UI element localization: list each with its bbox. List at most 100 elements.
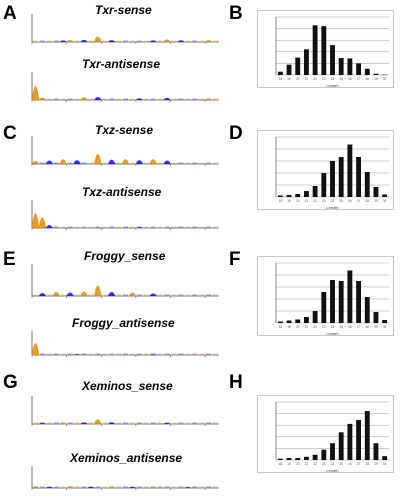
chart-bar — [347, 58, 353, 75]
chart-x-tick-label: 30 — [383, 325, 387, 329]
logo-title-txr-sense: Txr-sense — [95, 3, 152, 17]
logo-baseline-glyph — [116, 98, 122, 100]
logo-baseline-glyph — [102, 353, 108, 355]
chart-bar — [303, 317, 309, 323]
sequence-logo-froggy-antisense — [31, 331, 219, 357]
logo-baseline-glyph — [213, 422, 218, 424]
logo-baseline-glyph — [67, 98, 73, 100]
logo-peak — [93, 36, 102, 42]
logo-baseline-glyph — [53, 226, 59, 228]
logo-baseline-glyph — [178, 98, 184, 100]
logo-baseline-glyph — [123, 98, 128, 100]
logo-baseline-glyph — [192, 40, 198, 42]
logo-peak — [204, 40, 213, 42]
chart-bar — [373, 443, 379, 460]
chart-x-tick-label: 24 — [331, 462, 335, 466]
chart-bar — [312, 311, 318, 323]
chart-bar — [356, 157, 362, 197]
chart-bar — [321, 449, 327, 460]
chart-bar — [364, 172, 370, 197]
logo-peak — [80, 227, 88, 228]
logo-peak — [163, 97, 171, 100]
logo-baseline-glyph — [129, 422, 135, 424]
logo-baseline-glyph — [116, 486, 122, 488]
chart-bar — [286, 195, 292, 197]
chart-x-tick-label: 30 — [383, 77, 387, 81]
logo-baseline-glyph — [60, 353, 66, 355]
logo-baseline-glyph — [46, 422, 52, 424]
logo-baseline-glyph — [39, 353, 45, 355]
chart-x-tick-label: 23 — [322, 325, 326, 329]
logo-peak — [184, 486, 192, 488]
logo-baseline-glyph — [199, 294, 205, 296]
logo-baseline-glyph — [206, 422, 212, 424]
chart-bar — [338, 432, 344, 460]
logo-baseline-glyph — [123, 486, 128, 488]
logo-baseline-glyph — [157, 40, 163, 42]
logo-peak — [107, 486, 116, 488]
length-histogram-h: 18 19 20 21 22 23 24 25 26 27 28 29 30 Length — [257, 395, 394, 473]
chart-x-tick-label: 23 — [322, 462, 326, 466]
logo-baseline-glyph — [213, 40, 218, 42]
logo-peak — [80, 422, 88, 424]
logo-peak — [107, 40, 116, 42]
logo-baseline-glyph — [171, 486, 177, 488]
logo-baseline-glyph — [39, 40, 45, 42]
logo-baseline-glyph — [46, 353, 52, 355]
logo-peak — [149, 40, 158, 42]
chart-x-tick-label: 26 — [348, 325, 352, 329]
logo-baseline-glyph — [81, 162, 87, 164]
logo-peak — [177, 40, 185, 42]
logo-peak — [38, 217, 47, 228]
chart-x-tick-label: 28 — [365, 199, 369, 203]
logo-baseline-glyph — [74, 226, 80, 228]
chart-x-tick-label: 27 — [357, 325, 361, 329]
logo-peak — [128, 486, 137, 488]
logo-baseline-glyph — [123, 422, 128, 424]
chart-x-tick-label: 20 — [296, 325, 300, 329]
logo-baseline-glyph — [109, 98, 115, 100]
chart-bar — [277, 195, 283, 197]
logo-peak — [31, 343, 40, 355]
chart-bar — [347, 423, 353, 460]
logo-baseline-glyph — [213, 486, 218, 488]
logo-peak — [87, 486, 95, 488]
chart-x-tick-label: 20 — [296, 199, 300, 203]
logo-baseline-glyph — [102, 422, 108, 424]
logo-baseline-glyph — [206, 353, 212, 355]
logo-peak — [107, 159, 116, 164]
chart-x-tick-label: 19 — [287, 199, 291, 203]
logo-baseline-glyph — [81, 486, 87, 488]
logo-baseline-glyph — [199, 353, 205, 355]
logo-peak — [38, 293, 47, 296]
chart-x-tick-label: 19 — [287, 325, 291, 329]
logo-baseline-glyph — [157, 353, 163, 355]
logo-baseline-glyph — [102, 162, 108, 164]
logo-baseline-glyph — [178, 226, 184, 228]
logo-peak — [93, 96, 102, 100]
chart-x-tick-label: 30 — [383, 199, 387, 203]
logo-baseline-glyph — [185, 162, 191, 164]
logo-baseline-glyph — [185, 353, 191, 355]
chart-x-tick-label: 27 — [357, 77, 361, 81]
sequence-logo-froggy-sense — [31, 264, 219, 298]
chart-bar — [347, 270, 353, 323]
logo-peak — [31, 213, 40, 228]
chart-bar — [382, 320, 388, 323]
logo-baseline-glyph — [102, 486, 108, 488]
logo-peak — [80, 291, 88, 296]
chart-bar — [303, 456, 309, 460]
logo-baseline-glyph — [53, 98, 59, 100]
logo-peak — [73, 354, 81, 355]
logo-baseline-glyph — [206, 486, 212, 488]
logo-peak — [149, 159, 158, 164]
logo-baseline-glyph — [67, 353, 73, 355]
logo-baseline-glyph — [199, 162, 205, 164]
chart-bar — [330, 161, 335, 197]
logo-baseline-glyph — [157, 162, 163, 164]
panel-letter-a: A — [3, 3, 17, 24]
logo-baseline-glyph — [206, 162, 212, 164]
logo-baseline-glyph — [123, 226, 128, 228]
chart-x-tick-label: 21 — [305, 325, 309, 329]
logo-peak — [31, 160, 40, 164]
